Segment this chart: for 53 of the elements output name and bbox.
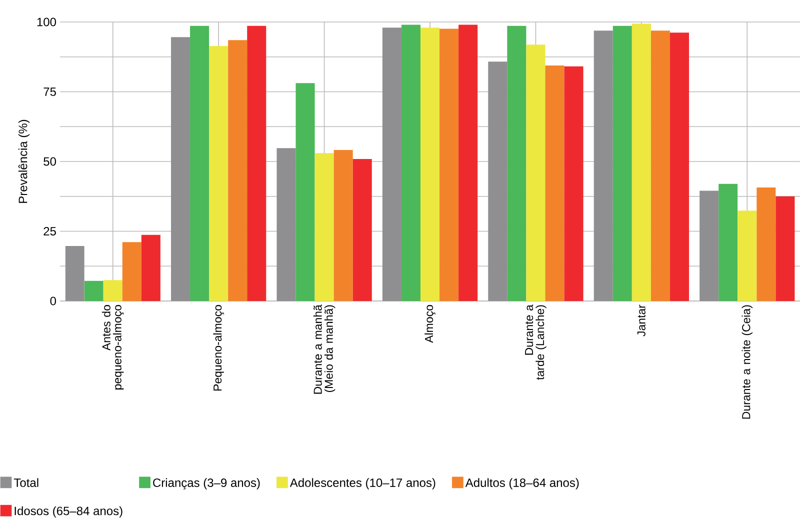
bar <box>228 40 248 301</box>
legend-label: Adolescentes (10–17 anos) <box>290 478 436 490</box>
bar <box>141 234 160 301</box>
bar <box>65 246 84 301</box>
legend-label: Idosos (65–84 anos) <box>14 506 122 518</box>
bar <box>488 62 508 301</box>
bar <box>314 153 334 301</box>
x-tick-label: Jantar <box>637 304 646 336</box>
bar <box>650 30 670 301</box>
legend-label: Total <box>14 478 38 487</box>
bar <box>738 210 757 301</box>
y-tick-label: 0 <box>50 296 56 306</box>
bar <box>334 150 353 301</box>
x-tick-label: Durante a tarde (Lanche) <box>525 304 546 380</box>
y-tick-label: 50 <box>44 157 56 166</box>
y-axis-title: Prevalência (%) <box>18 120 30 203</box>
legend-label: Crianças (3–9 anos) <box>153 478 260 490</box>
bar <box>700 190 719 301</box>
bar <box>670 32 689 301</box>
bar <box>632 24 651 301</box>
bar <box>122 242 142 301</box>
bar <box>296 83 315 301</box>
bar <box>209 46 228 301</box>
bar <box>401 24 420 301</box>
x-tick-label: Durante a noite (Ceia) <box>742 305 753 419</box>
bar <box>564 66 584 301</box>
bar <box>440 28 459 301</box>
y-tick-label: 100 <box>37 18 56 26</box>
x-tick-label: Almoço <box>424 305 436 343</box>
bar <box>276 148 296 301</box>
y-tick-label: 25 <box>44 227 56 236</box>
bar <box>382 28 402 301</box>
legend-label: Adultos (18–64 anos) <box>465 478 579 490</box>
bar <box>84 280 104 301</box>
bar <box>594 30 613 301</box>
bar <box>776 196 795 301</box>
bar <box>103 280 122 301</box>
bar <box>507 26 526 301</box>
bar <box>756 187 776 301</box>
bar <box>545 66 564 301</box>
bar <box>420 28 440 301</box>
bar <box>718 184 738 301</box>
bar <box>190 26 210 301</box>
bar <box>526 44 546 301</box>
bar <box>247 26 266 301</box>
bar <box>171 37 190 301</box>
y-tick-label: 75 <box>44 88 56 96</box>
x-tick-label: Pequeno-almoço <box>213 305 224 391</box>
x-tick-label: Antes do pequeno-almoço <box>102 305 124 390</box>
bar <box>352 158 372 301</box>
bar <box>612 26 632 301</box>
bar <box>458 24 478 301</box>
x-tick-label: Durante a manhã (Meio da manhã) <box>313 304 336 394</box>
